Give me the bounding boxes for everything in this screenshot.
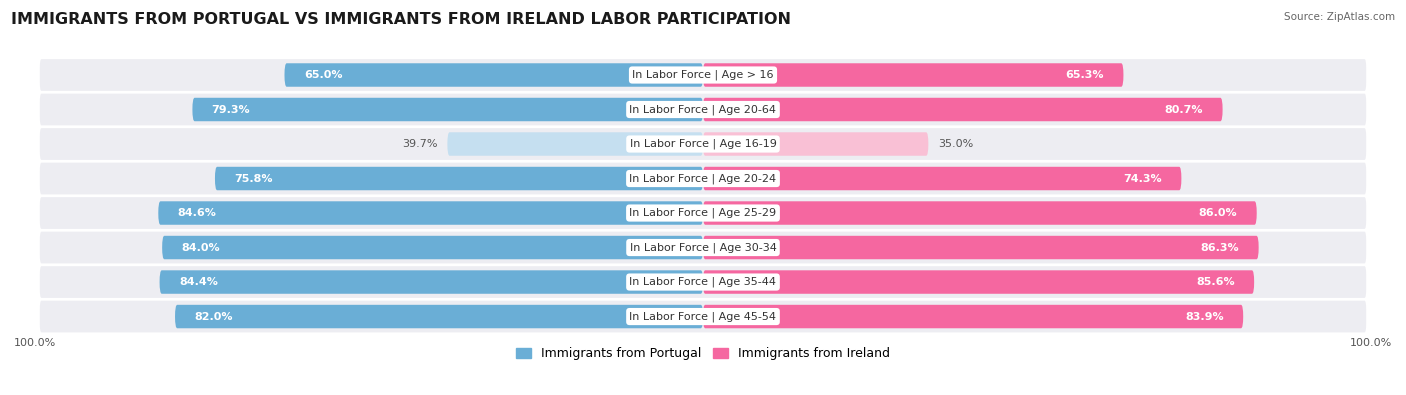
- FancyBboxPatch shape: [162, 236, 703, 259]
- Text: 65.0%: 65.0%: [304, 70, 342, 80]
- FancyBboxPatch shape: [284, 63, 703, 87]
- Text: 74.3%: 74.3%: [1123, 173, 1163, 184]
- Text: 84.6%: 84.6%: [177, 208, 217, 218]
- FancyBboxPatch shape: [193, 98, 703, 121]
- FancyBboxPatch shape: [215, 167, 703, 190]
- Text: 84.0%: 84.0%: [181, 243, 221, 252]
- FancyBboxPatch shape: [39, 94, 1367, 125]
- FancyBboxPatch shape: [703, 63, 1123, 87]
- FancyBboxPatch shape: [703, 270, 1254, 294]
- Text: 86.3%: 86.3%: [1201, 243, 1239, 252]
- FancyBboxPatch shape: [703, 201, 1257, 225]
- Text: 65.3%: 65.3%: [1066, 70, 1104, 80]
- FancyBboxPatch shape: [174, 305, 703, 328]
- Text: In Labor Force | Age 30-34: In Labor Force | Age 30-34: [630, 242, 776, 253]
- FancyBboxPatch shape: [39, 266, 1367, 298]
- FancyBboxPatch shape: [39, 59, 1367, 91]
- Text: 35.0%: 35.0%: [938, 139, 973, 149]
- Text: In Labor Force | Age > 16: In Labor Force | Age > 16: [633, 70, 773, 80]
- Text: IMMIGRANTS FROM PORTUGAL VS IMMIGRANTS FROM IRELAND LABOR PARTICIPATION: IMMIGRANTS FROM PORTUGAL VS IMMIGRANTS F…: [11, 12, 792, 27]
- Legend: Immigrants from Portugal, Immigrants from Ireland: Immigrants from Portugal, Immigrants fro…: [510, 342, 896, 365]
- Text: In Labor Force | Age 35-44: In Labor Force | Age 35-44: [630, 277, 776, 287]
- FancyBboxPatch shape: [39, 301, 1367, 333]
- Text: 83.9%: 83.9%: [1185, 312, 1223, 322]
- Text: 86.0%: 86.0%: [1199, 208, 1237, 218]
- FancyBboxPatch shape: [39, 197, 1367, 229]
- FancyBboxPatch shape: [703, 305, 1243, 328]
- Text: 82.0%: 82.0%: [194, 312, 233, 322]
- Text: 39.7%: 39.7%: [402, 139, 437, 149]
- FancyBboxPatch shape: [447, 132, 703, 156]
- FancyBboxPatch shape: [703, 167, 1181, 190]
- Text: 80.7%: 80.7%: [1164, 105, 1204, 115]
- FancyBboxPatch shape: [39, 163, 1367, 194]
- Text: In Labor Force | Age 20-24: In Labor Force | Age 20-24: [630, 173, 776, 184]
- FancyBboxPatch shape: [703, 132, 928, 156]
- FancyBboxPatch shape: [703, 98, 1223, 121]
- Text: In Labor Force | Age 20-64: In Labor Force | Age 20-64: [630, 104, 776, 115]
- FancyBboxPatch shape: [159, 270, 703, 294]
- Text: 100.0%: 100.0%: [14, 339, 56, 348]
- Text: 75.8%: 75.8%: [235, 173, 273, 184]
- Text: 85.6%: 85.6%: [1197, 277, 1234, 287]
- Text: 84.4%: 84.4%: [179, 277, 218, 287]
- Text: Source: ZipAtlas.com: Source: ZipAtlas.com: [1284, 12, 1395, 22]
- Text: In Labor Force | Age 45-54: In Labor Force | Age 45-54: [630, 311, 776, 322]
- FancyBboxPatch shape: [39, 231, 1367, 263]
- Text: 79.3%: 79.3%: [212, 105, 250, 115]
- Text: In Labor Force | Age 16-19: In Labor Force | Age 16-19: [630, 139, 776, 149]
- Text: 100.0%: 100.0%: [1350, 339, 1392, 348]
- FancyBboxPatch shape: [39, 128, 1367, 160]
- FancyBboxPatch shape: [159, 201, 703, 225]
- Text: In Labor Force | Age 25-29: In Labor Force | Age 25-29: [630, 208, 776, 218]
- FancyBboxPatch shape: [703, 236, 1258, 259]
